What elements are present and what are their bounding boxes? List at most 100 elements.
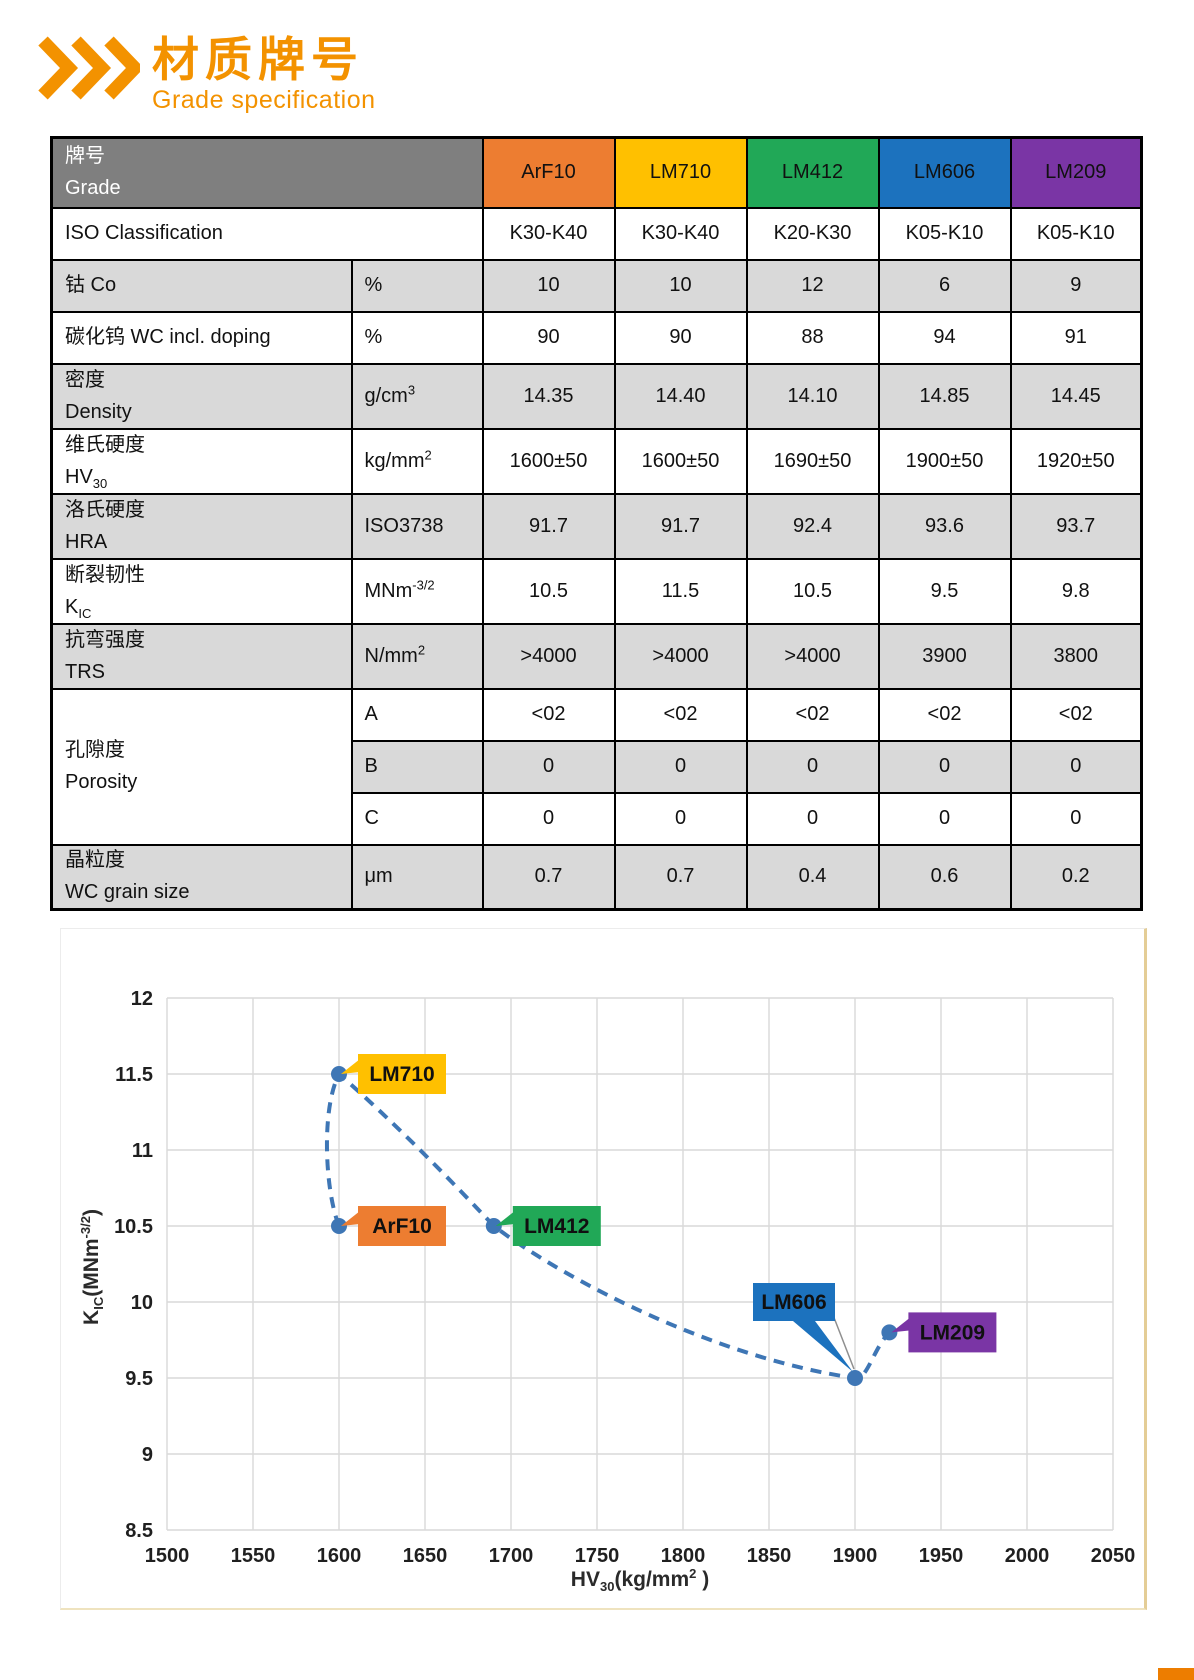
row-label-density: 密度 Density: [50, 362, 353, 430]
row-label-trs: 抗弯强度 TRS: [50, 622, 353, 690]
y-tick-10.5: 10.5: [114, 1216, 153, 1238]
grade-spec-table: 牌号 Grade ArF10 LM710 LM412 LM606 LM209 ISO Clas…: [50, 136, 1143, 911]
value-cell-wc-4: 91: [1009, 310, 1143, 365]
value-cell-wc-0: 90: [481, 310, 616, 365]
callout-label-lm710: LM710: [369, 1063, 434, 1086]
row-label-hra: 洛氏硬度 HRA: [50, 492, 353, 560]
value-cell-iso-4: K05-K10: [1009, 206, 1143, 261]
table-row-grain: 晶粒度 WC grain size μm 0.7 0.7 0.4 0.6 0.2: [50, 843, 1143, 911]
value-cell-co-0: 10: [481, 258, 616, 313]
grade-header-lm412: LM412: [745, 136, 880, 209]
x-tick-1750: 1750: [575, 1545, 620, 1567]
value-cell-hv30-2: 1690±50: [745, 427, 880, 495]
y-tick-11: 11: [132, 1140, 153, 1162]
value-cell-porosity-a-1: <02: [613, 687, 748, 742]
unit-cell-hv30: kg/mm2: [350, 427, 484, 495]
value-cell-density-3: 14.85: [877, 362, 1012, 430]
callout-box-lm606: [753, 1283, 835, 1321]
value-cell-trs-0: >4000: [481, 622, 616, 690]
callout-label-arf10: ArF10: [372, 1215, 432, 1238]
kic-hv-chart: 8.5 9 9.5 10 10.5 11 11.5 12 1500 1550 1600 1650 170…: [114, 988, 1135, 1567]
value-cell-iso-3: K05-K10: [877, 206, 1012, 261]
value-cell-porosity-a-4: <02: [1009, 687, 1143, 742]
callout-pointer-arf10: [341, 1211, 360, 1226]
unit-cell-wc: %: [350, 310, 484, 365]
value-cell-co-1: 10: [613, 258, 748, 313]
value-cell-porosity-c-1: 0: [613, 791, 748, 846]
value-cell-porosity-a-0: <02: [481, 687, 616, 742]
value-cell-porosity-b-3: 0: [877, 739, 1012, 794]
value-cell-trs-2: >4000: [745, 622, 880, 690]
value-cell-porosity-c-4: 0: [1009, 791, 1143, 846]
value-cell-wc-2: 88: [745, 310, 880, 365]
value-cell-grain-2: 0.4: [745, 843, 880, 911]
value-cell-iso-0: K30-K40: [481, 206, 616, 261]
value-cell-hv30-0: 1600±50: [481, 427, 616, 495]
callout-box-lm209: [908, 1312, 997, 1353]
table-header-row: 牌号 Grade ArF10 LM710 LM412 LM606 LM209: [50, 136, 1143, 209]
x-axis-title: HV30(kg/mm2 ): [570, 1566, 710, 1595]
x-tick-1800: 1800: [661, 1545, 706, 1567]
page-subtitle: Grade specification: [152, 85, 376, 114]
title-block: 材质牌号 Grade specification: [152, 34, 376, 115]
value-cell-co-4: 9: [1009, 258, 1143, 313]
value-cell-porosity-c-0: 0: [481, 791, 616, 846]
value-cell-hv30-4: 1920±50: [1009, 427, 1143, 495]
callout-box-lm412: [512, 1206, 601, 1246]
value-cell-iso-1: K30-K40: [613, 206, 748, 261]
value-cell-wc-1: 90: [613, 310, 748, 365]
callout-label-lm209: LM209: [920, 1321, 985, 1344]
value-cell-hra-2: 92.4: [745, 492, 880, 560]
callout-label-lm606: LM606: [761, 1291, 826, 1314]
table-row-density: 密度 Density g/cm3 14.35 14.40 14.10 14.85 14.45: [50, 362, 1143, 430]
x-tick-1550: 1550: [231, 1545, 276, 1567]
value-cell-iso-2: K20-K30: [745, 206, 880, 261]
x-tick-1950: 1950: [919, 1545, 964, 1567]
value-cell-porosity-b-2: 0: [745, 739, 880, 794]
unit-cell-porosity-b: B: [350, 739, 484, 794]
value-cell-porosity-b-0: 0: [481, 739, 616, 794]
unit-cell-hra: ISO3738: [350, 492, 484, 560]
page-header: 材质牌号 Grade specification: [36, 34, 1194, 130]
data-point-arf10: [331, 1218, 347, 1234]
value-cell-porosity-b-1: 0: [613, 739, 748, 794]
x-tick-1900: 1900: [833, 1545, 878, 1567]
callout-box-lm710: [358, 1054, 446, 1094]
y-axis-title: KIC(MNm-3/2): [78, 1209, 107, 1325]
unit-cell-co: %: [350, 258, 484, 313]
unit-cell-kic: MNm-3/2: [350, 557, 484, 625]
value-cell-kic-2: 10.5: [745, 557, 880, 625]
value-cell-porosity-a-2: <02: [745, 687, 880, 742]
x-tick-1500: 1500: [145, 1545, 190, 1567]
value-cell-hra-1: 91.7: [613, 492, 748, 560]
unit-cell-trs: N/mm2: [350, 622, 484, 690]
row-label-grain: 晶粒度 WC grain size: [50, 843, 353, 911]
table-row-iso: ISO Classification K30-K40 K30-K40 K20-K30 K…: [50, 206, 1143, 261]
row-label-co: 钴 Co: [50, 258, 353, 313]
table-row-hra: 洛氏硬度 HRA ISO3738 91.7 91.7 92.4 93.6 93.7: [50, 492, 1143, 560]
unit-cell-density: g/cm3: [350, 362, 484, 430]
value-cell-wc-3: 94: [877, 310, 1012, 365]
x-tick-1850: 1850: [747, 1545, 792, 1567]
grade-header-arf10: ArF10: [481, 136, 616, 209]
y-tick-8.5: 8.5: [125, 1520, 153, 1542]
row-label-wc: 碳化钨 WC incl. doping: [50, 310, 353, 365]
callout-pointer-lm412: [495, 1211, 515, 1226]
value-cell-density-2: 14.10: [745, 362, 880, 430]
value-cell-co-2: 12: [745, 258, 880, 313]
triple-chevron-icon: [38, 36, 140, 100]
table-row-co: 钴 Co% 10 10 12 6 9: [50, 258, 1143, 313]
grade-header-lm606: LM606: [877, 136, 1012, 209]
y-tick-9: 9: [142, 1444, 153, 1466]
y-tick-12: 12: [131, 988, 153, 1010]
data-point-lm412: [485, 1218, 502, 1234]
row-label-porosity: 孔隙度 Porosity: [50, 687, 353, 846]
value-cell-hra-4: 93.7: [1009, 492, 1143, 560]
grade-corner-cell: 牌号 Grade: [50, 136, 484, 209]
value-cell-trs-3: 3900: [877, 622, 1012, 690]
callout-pointer-lm606: [793, 1321, 853, 1372]
value-cell-kic-4: 9.8: [1009, 557, 1143, 625]
value-cell-porosity-a-3: <02: [877, 687, 1012, 742]
value-cell-porosity-c-3: 0: [877, 791, 1012, 846]
